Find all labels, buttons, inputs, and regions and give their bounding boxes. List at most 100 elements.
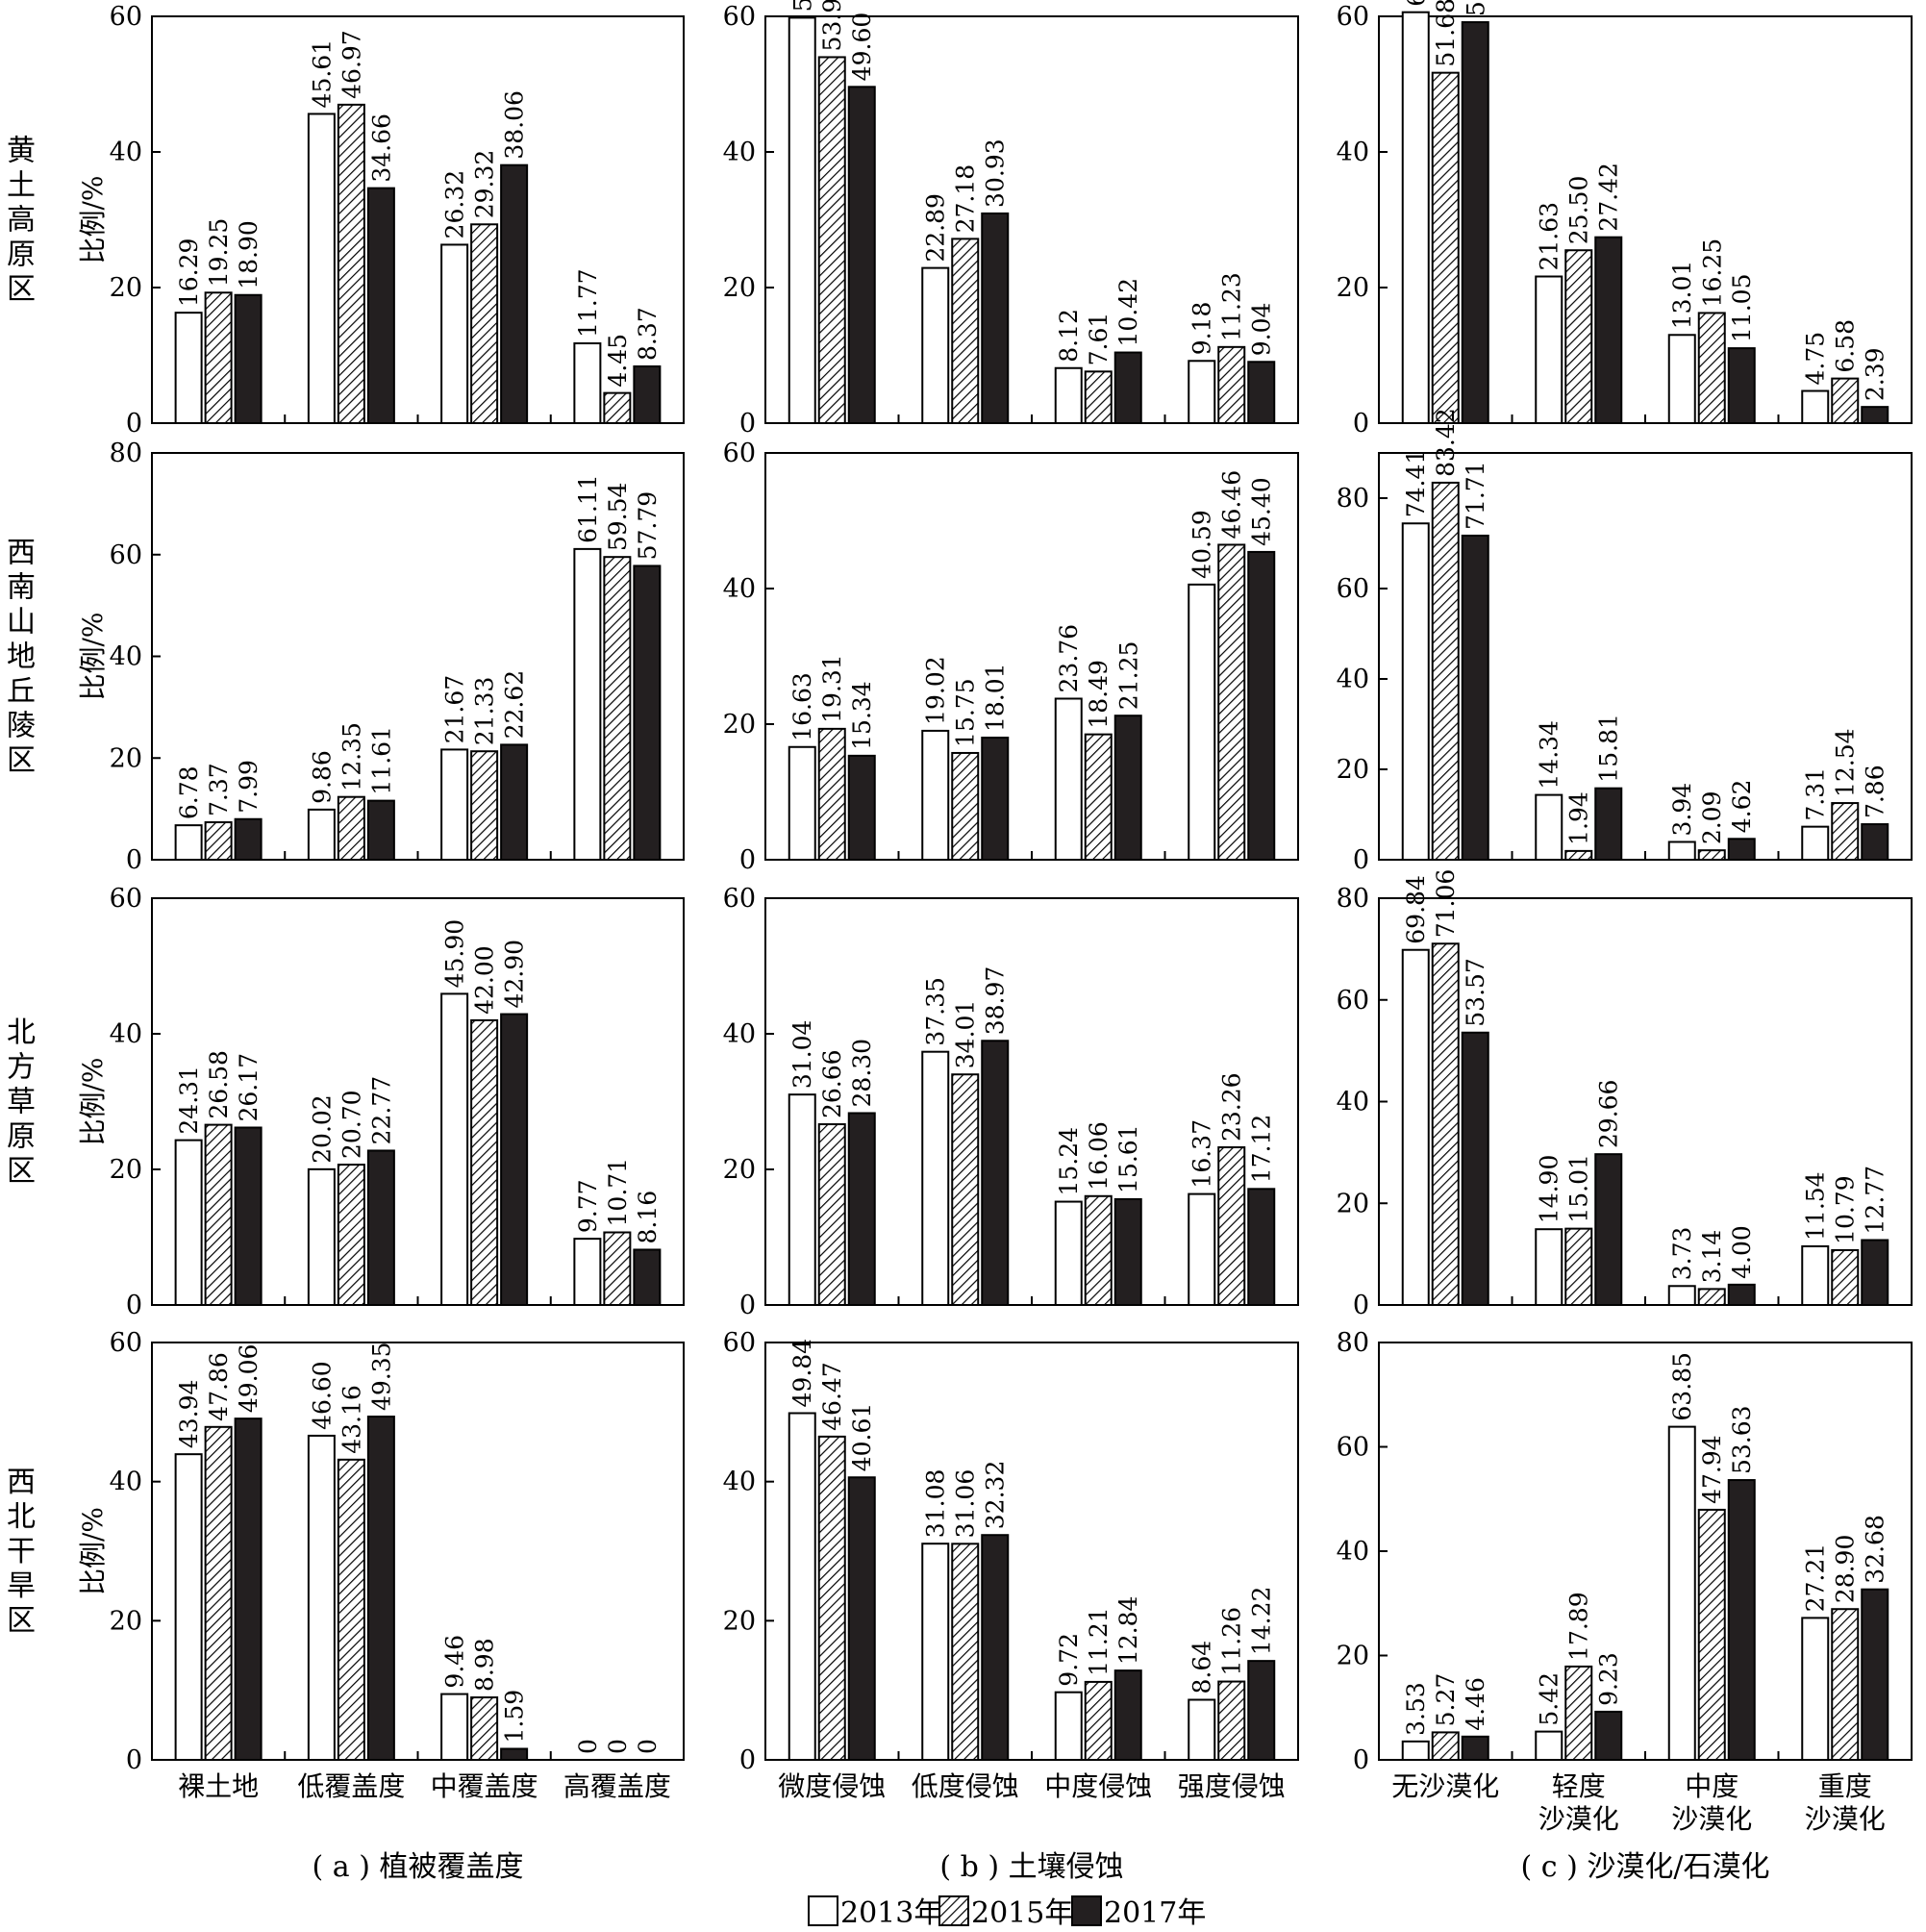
y-tick-label: 20 [723,710,756,740]
bar-2013-cat1 [1401,11,1430,425]
value-label: 18.01 [982,663,1010,732]
bar-2015-cat2 [1564,1227,1593,1307]
value-label: 46.60 [308,1361,336,1430]
value-label: 12.84 [1114,1596,1142,1666]
panel-title: ( c ) 沙漠化/石漠化 [1521,1850,1770,1884]
chart-panel-r2-c2: 0 20 40 60 80 69.84 14.90 3.73 11.54 71.06 15.01 3.… [1337,869,1913,1320]
value-label: 0 [574,1739,602,1754]
bar-2013-cat2 [921,1050,950,1306]
bar-2013-cat1 [174,824,203,862]
value-label: 6.78 [175,765,203,819]
bar-2017-cat3 [1727,838,1756,862]
chart-panel-r0-c0: 0 20 40 60 16.29 45.61 26.32 11.77 19.25 46.97 29.… [77,2,685,439]
y-tick-label: 40 [110,138,142,167]
value-label: 16.37 [1188,1119,1216,1189]
value-label: 60.61 [1402,0,1430,7]
bar-2013-cat4 [1188,360,1216,425]
value-label: 14.22 [1248,1587,1276,1656]
bar-2015-cat4 [603,556,632,861]
value-label: 2.09 [1698,791,1726,845]
bar-2015-cat3 [470,223,499,424]
bar-2017-cat3 [1113,351,1142,424]
bar-2013-cat3 [1054,1691,1083,1762]
y-tick-label: 20 [723,1606,756,1636]
y-tick-label: 60 [723,439,756,468]
bar-2017-cat3 [1727,1283,1756,1306]
bar-2013-cat4 [1188,1192,1216,1307]
bar-2017-cat1 [234,1126,263,1306]
value-label: 14.34 [1536,720,1563,790]
value-label: 16.06 [1085,1121,1113,1191]
category-label: 轻度 [1552,1770,1606,1802]
value-label: 3.53 [1402,1682,1430,1736]
y-tick-label: 80 [1337,1328,1369,1358]
bar-2013-cat1 [174,1139,203,1306]
bar-2013-cat2 [307,1167,336,1307]
value-label: 49.60 [848,13,876,82]
value-label: 42.90 [501,940,529,1009]
bar-2015-cat1 [204,1123,233,1306]
bar-2017-cat1 [234,1418,263,1762]
value-label: 74.41 [1402,449,1430,518]
bar-2013-cat1 [174,1453,203,1762]
bar-2017-cat3 [1113,1669,1142,1762]
bar-2013-cat4 [573,547,602,861]
value-label: 20.70 [338,1090,365,1159]
value-label: 31.08 [922,1469,950,1539]
chart-panel-r2-c0: 0 20 40 60 24.31 20.02 45.90 9.77 26.58 20.70 42.0… [77,884,685,1320]
value-label: 26.32 [441,170,469,239]
value-label: 1.59 [501,1690,529,1744]
bar-2013-cat4 [1801,825,1830,862]
value-label: 8.98 [471,1638,499,1692]
value-label: 18.90 [235,220,263,289]
bar-2017-cat2 [981,1534,1010,1761]
value-label: 1.94 [1565,791,1593,845]
value-label: 11.61 [367,726,395,795]
value-label: 63.85 [1668,1352,1696,1421]
y-tick-label: 0 [739,1745,756,1775]
bar-2013-cat2 [307,113,336,425]
bar-2017-cat3 [500,1013,529,1307]
value-label: 57.79 [634,491,662,561]
value-label: 21.33 [471,677,499,746]
bar-2015-cat1 [1431,481,1460,861]
value-label: 11.77 [574,268,602,338]
bar-2013-cat4 [1801,1617,1830,1761]
y-tick-label: 20 [110,1155,142,1185]
value-label: 14.90 [1536,1155,1563,1224]
bar-2013-cat1 [788,1412,816,1762]
value-label: 27.42 [1595,163,1623,232]
bar-2015-cat4 [1831,802,1860,862]
bar-2015-cat1 [1431,942,1460,1306]
bar-2013-cat4 [573,342,602,425]
value-label: 11.23 [1218,272,1246,341]
y-tick-label: 80 [110,439,142,468]
bar-2017-cat2 [981,737,1010,861]
bar-2013-cat4 [573,1238,602,1306]
bar-2015-cat4 [1831,1608,1860,1762]
value-label: 4.62 [1728,780,1756,834]
category-label: 低覆盖度 [297,1770,405,1802]
bar-2013-cat2 [1535,1730,1563,1762]
chart-panel-r3-c1: 0 20 40 60 49.84 31.08 9.72 8.64 46.47 31.06 11.21… [723,1328,1299,1802]
value-label: 71.06 [1432,869,1460,939]
bar-2015-cat1 [204,1425,233,1761]
bar-2013-cat2 [921,729,950,861]
bar-2013-cat4 [1801,1244,1830,1307]
value-label: 9.72 [1055,1633,1083,1687]
bar-2013-cat1 [174,312,203,424]
value-label: 12.77 [1862,1166,1889,1235]
y-axis-label: 比例/% [77,1507,109,1595]
value-label: 16.63 [788,672,816,741]
bar-2017-cat4 [633,364,662,424]
chart-panel-r1-c2: 0 20 40 60 80 74.41 14.34 3.94 7.31 83.42 1.94 2.09… [1337,408,1913,875]
bar-2013-cat1 [1401,1740,1430,1761]
y-tick-label: 40 [723,1019,756,1049]
bar-2013-cat3 [440,1693,469,1761]
bar-2017-cat3 [1113,1197,1142,1306]
bar-2017-cat1 [1461,1031,1489,1307]
y-tick-label: 0 [126,1745,142,1775]
bar-2017-cat3 [500,1747,529,1762]
value-label: 0 [604,1739,632,1754]
